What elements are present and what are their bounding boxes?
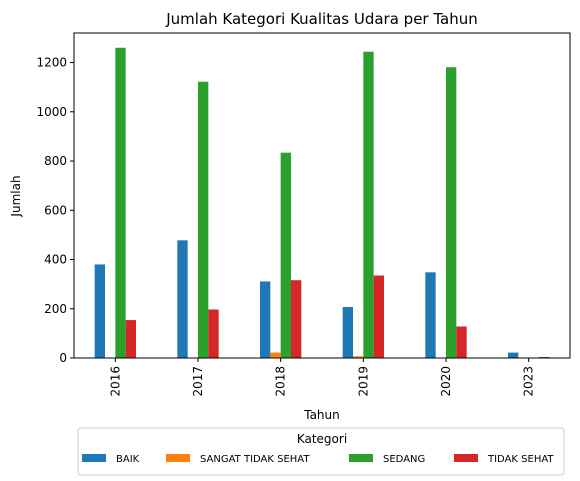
legend-entries: BAIK SANGAT TIDAK SEHAT SEDANG TIDAK SEHAT: [82, 454, 554, 465]
y-axis-label: Jumlah: [9, 175, 23, 217]
legend-swatch-tidak-sehat: [454, 454, 478, 462]
legend-swatch-sedang: [349, 454, 373, 462]
y-tick-label: 1000: [36, 105, 67, 119]
y-tick-label: 1200: [36, 56, 67, 70]
bar-tidak-sehat-2018: [291, 280, 302, 358]
y-tick-label: 400: [44, 253, 67, 267]
x-tick-label: 2016: [108, 366, 122, 397]
bar-sangat-tidak-sehat-2018: [270, 352, 281, 358]
x-tick-label: 2017: [191, 366, 205, 397]
x-axis: 2016 2017 2018 2019 2020 2023: [108, 358, 536, 397]
bar-sedang-2019: [363, 51, 374, 359]
legend-label-sangat-tidak-sehat: SANGAT TIDAK SEHAT: [200, 454, 310, 465]
bar-baik-2016: [94, 264, 105, 358]
y-tick-label: 0: [59, 351, 67, 365]
bar-sedang-2020: [446, 67, 457, 358]
y-tick-label: 800: [44, 154, 67, 168]
chart-title: Jumlah Kategori Kualitas Udara per Tahun: [165, 10, 478, 28]
bar-baik-2020: [425, 272, 436, 358]
legend-label-baik: BAIK: [116, 454, 140, 465]
bar-sedang-2017: [198, 81, 209, 358]
bar-tidak-sehat-2019: [373, 275, 384, 358]
legend-label-sedang: SEDANG: [383, 454, 425, 465]
legend: Kategori BAIK SANGAT TIDAK SEHAT SEDANG TID…: [77, 427, 565, 476]
x-axis-label: Tahun: [303, 408, 340, 422]
bar-baik-2023: [508, 352, 519, 358]
bar-baik-2017: [177, 240, 188, 358]
x-tick-label: 2018: [274, 366, 288, 397]
y-tick-label: 200: [44, 302, 67, 316]
legend-title: Kategori: [297, 432, 347, 446]
x-tick-label: 2023: [522, 366, 536, 397]
bar-baik-2019: [342, 307, 353, 358]
bars-layer: [94, 47, 550, 359]
x-tick-label: 2019: [356, 366, 370, 397]
bar-tidak-sehat-2016: [125, 320, 136, 358]
bar-sedang-2018: [280, 152, 291, 358]
bar-sedang-2016: [115, 47, 126, 359]
plot-frame: [73, 32, 571, 359]
bar-baik-2018: [260, 281, 271, 358]
bar-tidak-sehat-2017: [208, 309, 219, 358]
x-tick-label: 2020: [439, 366, 453, 397]
bar-sangat-tidak-sehat-2019: [353, 356, 364, 358]
legend-swatch-baik: [82, 454, 106, 462]
bar-tidak-sehat-2020: [456, 326, 467, 358]
legend-label-tidak-sehat: TIDAK SEHAT: [487, 454, 554, 465]
legend-swatch-sangat-tidak-sehat: [166, 454, 190, 462]
y-tick-label: 600: [44, 203, 67, 217]
legend-box: [77, 427, 565, 476]
y-axis: 0 200 400 600 800 1000 1200: [36, 56, 74, 365]
